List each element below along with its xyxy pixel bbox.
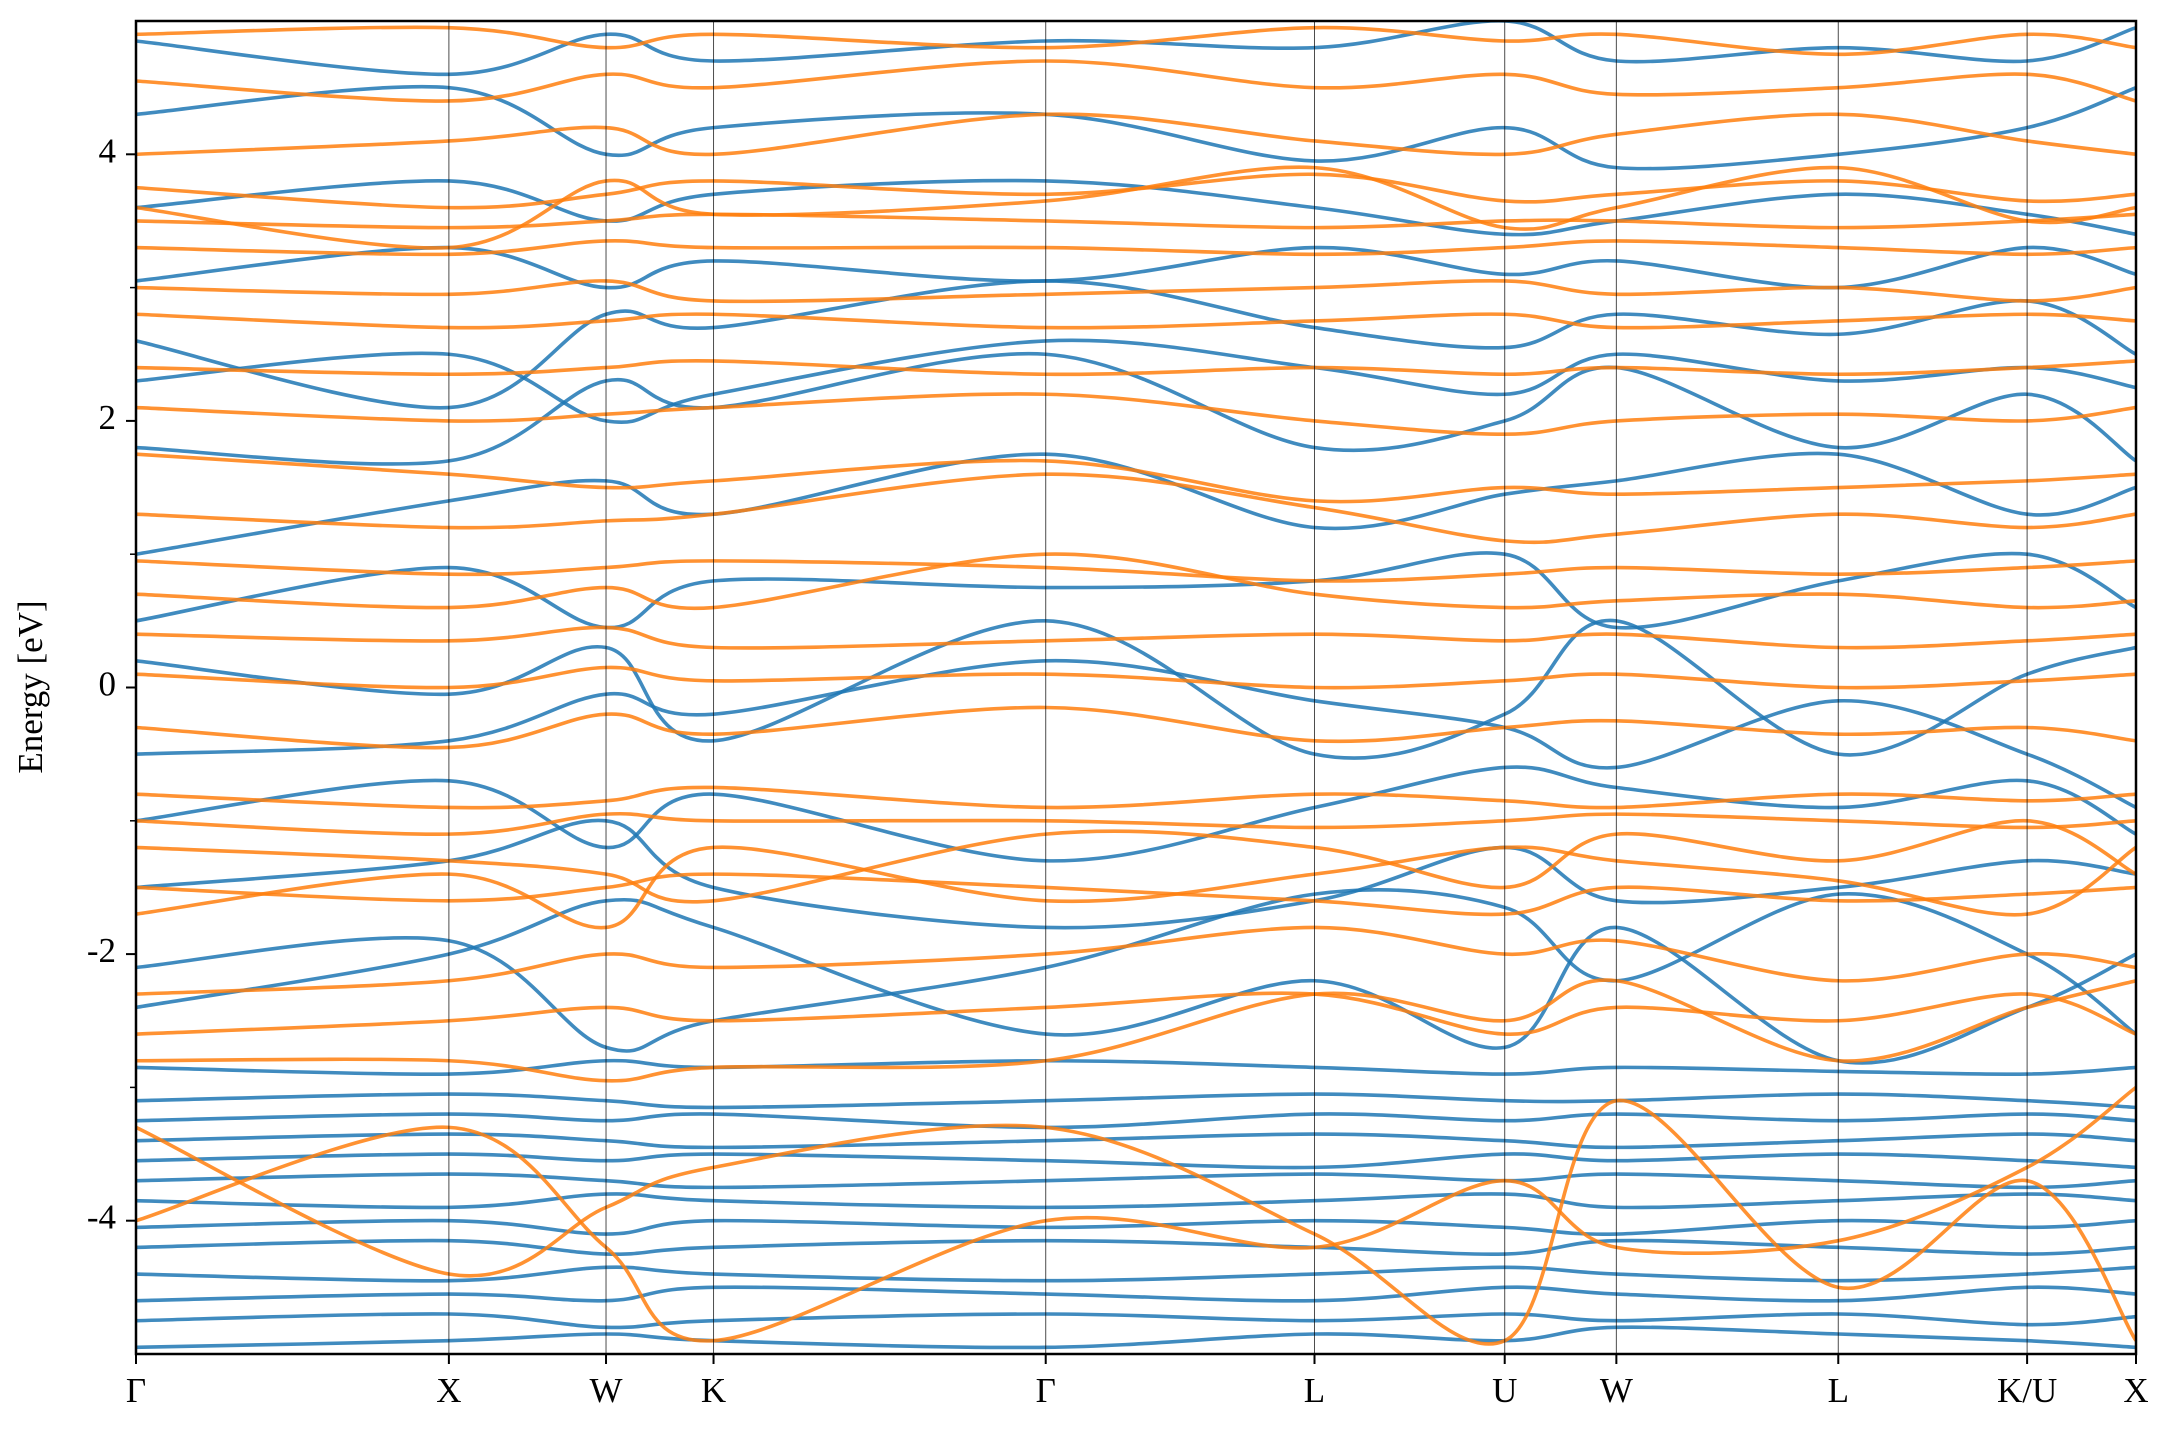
- x-tick-label: K/U: [1997, 1371, 2057, 1410]
- band-line: [136, 1265, 2136, 1283]
- band-line: [136, 452, 2136, 504]
- band-line: [136, 172, 2136, 210]
- band-line: [136, 1085, 2136, 1343]
- band-line: [136, 551, 2136, 630]
- plot-frame: [134, 19, 2138, 1356]
- band-line: [136, 991, 2136, 1036]
- band-line: [136, 811, 2136, 836]
- y-tick-label: 2: [99, 398, 117, 437]
- y-tick-label: 4: [99, 131, 117, 170]
- band-line: [136, 1325, 2136, 1350]
- band-line: [136, 1192, 2136, 1210]
- x-tick-label: Γ: [126, 1371, 146, 1410]
- band-line: [136, 705, 2136, 750]
- band-line: [136, 1172, 2136, 1190]
- x-tick-label: L: [1304, 1371, 1325, 1410]
- band-line: [136, 338, 2136, 424]
- band-line: [136, 472, 2136, 545]
- band-line: [136, 1058, 2136, 1076]
- band-line: [136, 1218, 2136, 1236]
- band-line: [136, 845, 2136, 930]
- band-line: [136, 765, 2136, 863]
- band-line: [136, 178, 2136, 237]
- band-line: [136, 1312, 2136, 1330]
- band-line: [136, 978, 2136, 1083]
- band-line: [136, 278, 2136, 304]
- y-tick-label: -2: [87, 931, 116, 970]
- band-line: [136, 1112, 2136, 1130]
- band-line: [136, 21, 2136, 77]
- band-line: [136, 358, 2136, 377]
- band-line: [136, 552, 2136, 611]
- plot-area: [136, 21, 2136, 1350]
- band-line: [136, 84, 2136, 171]
- band-line: [136, 888, 2136, 1053]
- band-line: [136, 351, 2136, 466]
- band-line: [136, 1285, 2136, 1303]
- x-tick-label: X: [436, 1371, 461, 1410]
- band-line: [136, 818, 2136, 904]
- band-line: [136, 559, 2136, 583]
- band-line: [136, 59, 2136, 103]
- band-line: [136, 392, 2136, 437]
- x-tick-label: U: [1492, 1371, 1517, 1410]
- band-line: [136, 212, 2136, 230]
- x-tick-label: Γ: [1036, 1371, 1056, 1410]
- band-line: [136, 872, 2136, 917]
- y-tick-label: -4: [87, 1198, 116, 1237]
- x-tick-label: K: [701, 1371, 726, 1410]
- band-line: [136, 312, 2136, 330]
- band-line: [136, 239, 2136, 257]
- band-line: [136, 451, 2136, 556]
- band-line: [136, 665, 2136, 690]
- band-line: [136, 1152, 2136, 1170]
- x-tick-label: L: [1828, 1371, 1849, 1410]
- x-tick-label: W: [589, 1371, 622, 1410]
- band-line: [136, 165, 2136, 250]
- band-line: [136, 279, 2136, 410]
- band-line: [136, 925, 2136, 996]
- x-tick-label: W: [1600, 1371, 1633, 1410]
- band-line: [136, 112, 2136, 157]
- band-line: [136, 625, 2136, 650]
- x-tick-label: X: [2123, 1371, 2148, 1410]
- band-line: [136, 1132, 2136, 1150]
- band-line: [136, 785, 2136, 810]
- y-tick-label: 0: [99, 665, 117, 704]
- band-line: [136, 658, 2136, 810]
- band-line: [136, 1092, 2136, 1110]
- y-axis-label: Energy [eV]: [11, 600, 50, 773]
- band-line: [136, 25, 2136, 57]
- band-line: [136, 1238, 2136, 1256]
